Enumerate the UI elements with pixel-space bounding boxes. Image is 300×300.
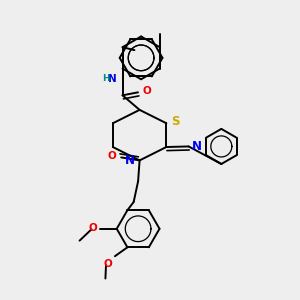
- Text: O: O: [103, 259, 112, 269]
- Text: N: N: [192, 140, 202, 153]
- Text: S: S: [171, 115, 179, 128]
- Text: N: N: [108, 74, 116, 84]
- Text: O: O: [142, 86, 151, 96]
- Text: H: H: [102, 74, 110, 83]
- Text: O: O: [107, 151, 116, 161]
- Text: O: O: [88, 223, 97, 233]
- Text: N: N: [125, 154, 135, 167]
